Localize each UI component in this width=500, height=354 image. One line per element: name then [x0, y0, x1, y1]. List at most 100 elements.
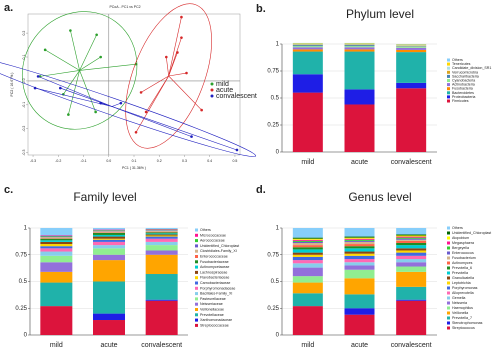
legend-swatch	[447, 271, 450, 275]
legend-label: Streptococcus	[452, 326, 475, 330]
legend-swatch	[195, 228, 198, 232]
bar-segment	[396, 238, 427, 240]
legend-label: acute	[216, 87, 233, 94]
bar-segment	[145, 274, 178, 300]
y-axis-label: PC2 ( 16.67% )	[10, 73, 14, 97]
legend-swatch	[447, 311, 450, 315]
legend-swatch	[447, 226, 450, 230]
bar-segment	[344, 251, 375, 254]
spider-line	[111, 102, 121, 107]
y-tick-label: -0.3	[22, 150, 26, 156]
bar-segment	[344, 228, 375, 237]
legend-swatch	[195, 313, 198, 317]
bar-segment	[40, 236, 73, 237]
legend-label: Bergeyella	[452, 246, 469, 250]
bar-segment	[344, 89, 375, 105]
bar-segment	[396, 262, 427, 267]
legend-label: Verrucomicrobia	[452, 70, 478, 74]
spider-line	[79, 70, 96, 113]
legend-swatch	[447, 321, 450, 325]
y-tick-label: 0.5	[271, 279, 280, 285]
spider-line	[135, 75, 169, 133]
x-tick-label: 0.3	[182, 159, 187, 163]
bar-segment	[344, 240, 375, 242]
bar-segment	[344, 43, 375, 44]
chart-title: Genus level	[348, 190, 411, 204]
legend-swatch	[195, 323, 198, 327]
legend-swatch	[447, 70, 450, 74]
spider-line	[140, 75, 169, 93]
panel-label: a.	[4, 2, 13, 14]
bar-segment	[93, 229, 125, 231]
legend-label: Aerococcaceae	[200, 239, 225, 243]
y-tick-label: 0.25	[267, 306, 279, 312]
bar-segment	[93, 313, 125, 321]
spider-line	[40, 70, 80, 77]
bar-segment	[93, 230, 125, 232]
bar-segment	[145, 228, 178, 230]
bar-segment	[396, 271, 427, 287]
legend-swatch	[447, 95, 450, 99]
bar-segment	[292, 241, 323, 243]
bar-segment	[344, 248, 375, 252]
legend-label: Porphyromonas	[452, 286, 478, 290]
bar-segment	[344, 262, 375, 266]
y-tick-label: 1	[276, 42, 280, 48]
bar-segment	[292, 260, 323, 264]
bar-segment	[396, 45, 427, 46]
legend-swatch	[210, 94, 214, 98]
bar-segment	[396, 266, 427, 272]
bar-segment	[396, 82, 427, 89]
bar-segment	[145, 241, 178, 246]
point	[69, 29, 72, 32]
bar-segment	[344, 47, 375, 50]
spider-line	[168, 17, 182, 77]
bar-segment	[344, 44, 375, 45]
legend-label: mild	[216, 81, 229, 88]
point	[33, 86, 37, 90]
bar-segment	[93, 241, 125, 246]
bar-segment	[145, 299, 178, 301]
bar-segment	[93, 281, 125, 314]
bar-segment	[292, 228, 323, 238]
y-tick-label: 0	[24, 333, 28, 339]
bar-segment	[396, 250, 427, 253]
legend-swatch	[447, 256, 450, 260]
legend-label: Unidentified_Chloroplast	[452, 231, 491, 235]
bar-segment	[396, 252, 427, 256]
bar-segment	[344, 308, 375, 315]
bar-segment	[292, 252, 323, 255]
legend-swatch	[447, 66, 450, 70]
bar-segment	[93, 228, 125, 230]
bar-segment	[396, 245, 427, 249]
y-tick-label: 0.75	[267, 252, 279, 258]
legend-swatch	[195, 244, 198, 248]
legend-label: convalescent	[216, 93, 257, 100]
legend-swatch	[447, 91, 450, 95]
bar-segment	[344, 241, 375, 245]
bar-segment	[145, 234, 178, 236]
bar-segment	[145, 230, 178, 232]
x-tick-label: mild	[301, 342, 314, 349]
x-tick-label: mild	[50, 342, 63, 349]
bar-segment	[344, 265, 375, 270]
legend-label: Others	[200, 228, 211, 232]
point	[99, 55, 102, 59]
bar-segment	[396, 259, 427, 263]
bar-segment	[93, 232, 125, 235]
panel-label: d.	[256, 184, 266, 196]
y-tick-label: 0	[276, 150, 280, 156]
point	[235, 148, 239, 152]
x-tick-label: acute	[351, 159, 368, 166]
bar-segment	[292, 92, 323, 152]
bar-segment	[344, 238, 375, 240]
legend-label: Others	[452, 58, 463, 62]
bar-segment	[292, 263, 323, 268]
legend-label: Flavobacteriaceae	[200, 276, 229, 280]
legend-swatch	[447, 99, 450, 103]
bar-segment	[40, 251, 73, 256]
legend-swatch	[447, 236, 450, 240]
y-tick-label: 0.5	[19, 279, 28, 285]
legend-swatch	[195, 270, 198, 274]
spider-line	[68, 70, 80, 115]
